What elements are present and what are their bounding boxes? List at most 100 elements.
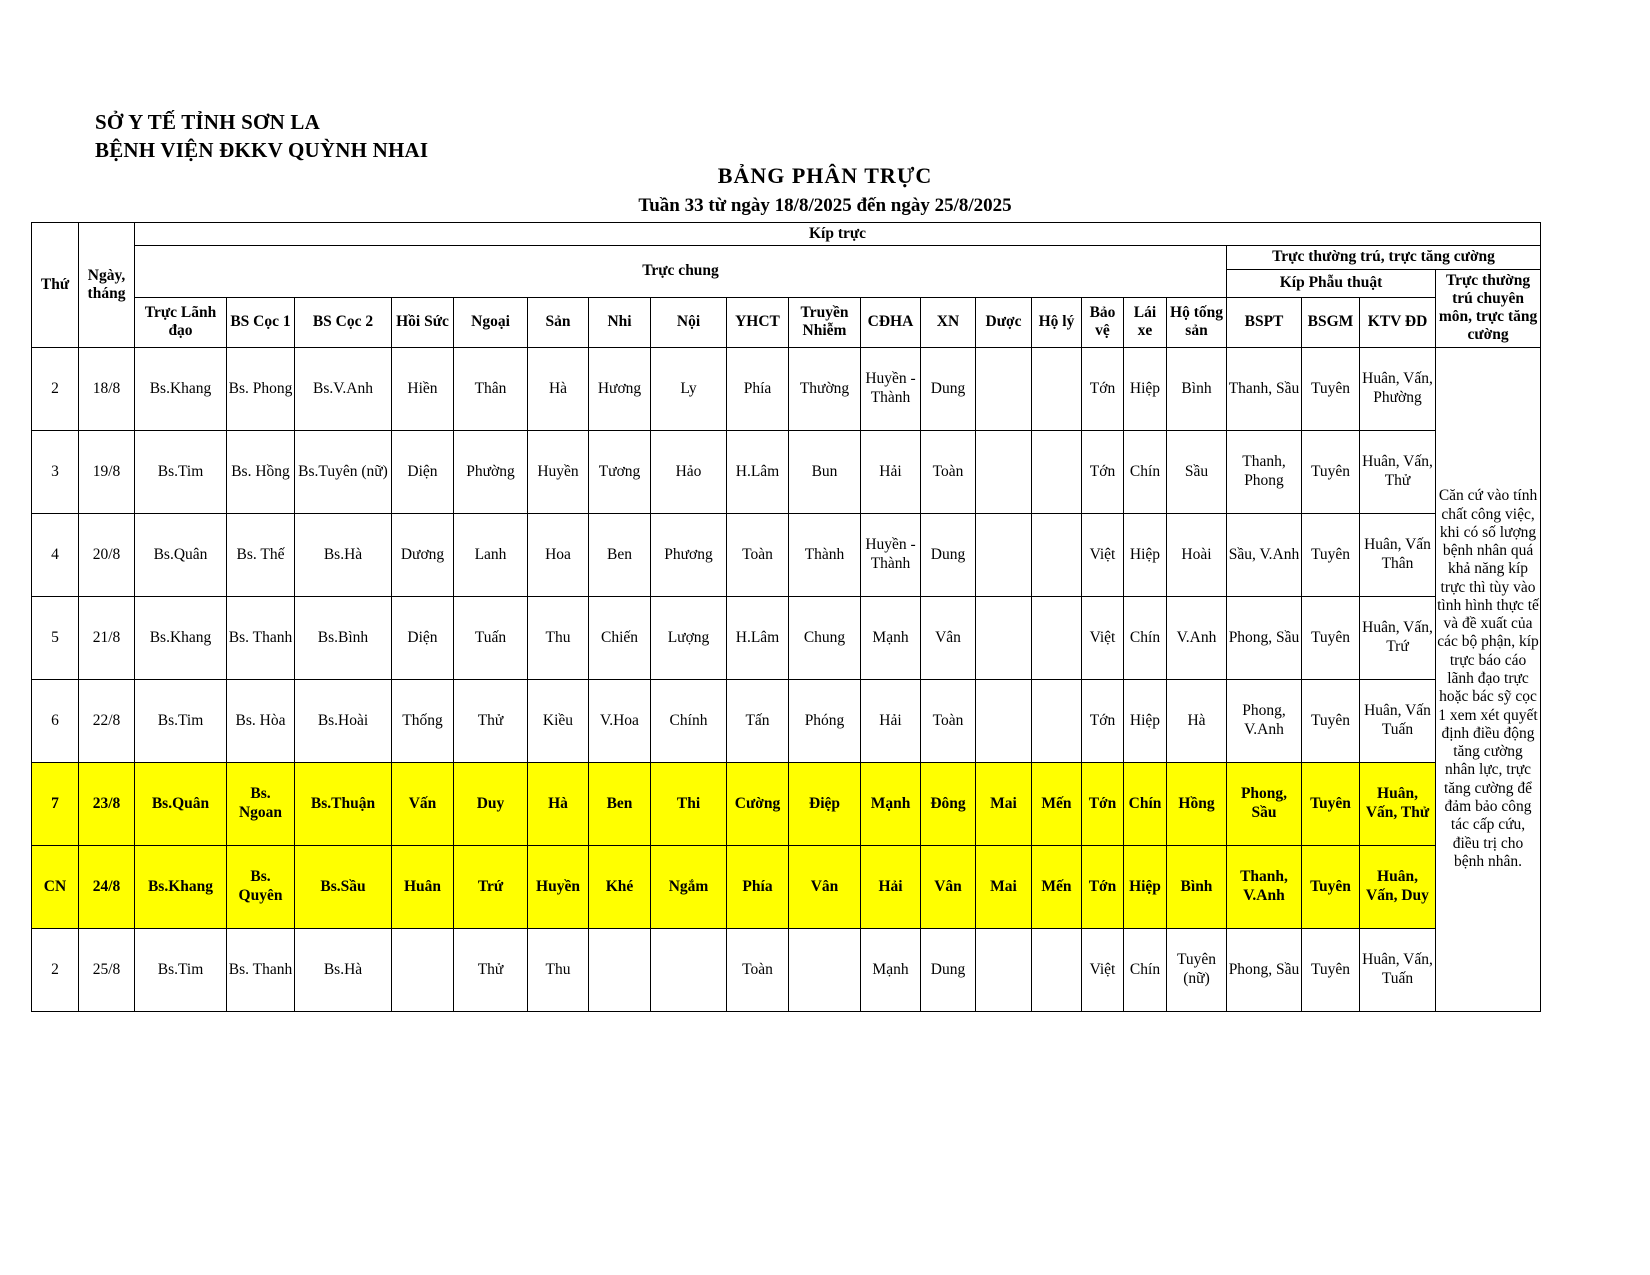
cell-xn: Toàn — [920, 678, 976, 763]
cell-bspt: Thanh, V.Anh — [1226, 844, 1302, 929]
cell-nhi: Tương — [588, 429, 651, 514]
cell-bspt: Phong, V.Anh — [1226, 678, 1302, 763]
cell-truc-lanh-dao: Bs.Quân — [134, 761, 227, 846]
cell-ngoai: Duy — [453, 761, 528, 846]
cell-yhct: Toàn — [726, 927, 789, 1012]
cell-ho-tong-san: Sầu — [1166, 429, 1227, 514]
cell-nhi: Chiến — [588, 595, 651, 680]
cell-bs-coc-2: Bs.Hà — [294, 927, 392, 1012]
cell-duoc — [975, 678, 1032, 763]
cell-bao-ve: Tớn — [1081, 346, 1124, 431]
cell-xn: Toàn — [920, 429, 976, 514]
cell-bao-ve: Việt — [1081, 927, 1124, 1012]
cell-hoi-suc: Dương — [391, 512, 454, 597]
col-header-truc-thuong-tru-chuyen-mon: Trực thường trú chuyên môn, trực tăng cư… — [1434, 268, 1542, 348]
duty-table-container: Thứ Ngày, tháng Kíp trực Trực chung Trực… — [31, 221, 1542, 1012]
cell-bspt: Phong, Sầu — [1226, 927, 1302, 1012]
cell-truyen-nhiem: Bun — [788, 429, 861, 514]
cell-bsgm: Tuyên — [1301, 678, 1360, 763]
cell-san: Kiều — [527, 678, 589, 763]
cell-bsgm: Tuyên — [1301, 844, 1360, 929]
cell-san: Huyền — [527, 429, 589, 514]
col-header-lai-xe: Lái xe — [1123, 296, 1167, 348]
cell-bs-coc-2: Bs.Hà — [294, 512, 392, 597]
cell-ngay-thang: 23/8 — [78, 761, 135, 846]
table-row: 6 22/8 Bs.Tim Bs. Hòa Bs.Hoài Thống Thử Kiều V.H… — [31, 678, 1541, 763]
col-header-truc-lanh-dao: Trực Lãnh đạo — [134, 296, 227, 348]
cell-noi: Ngắm — [650, 844, 727, 929]
col-header-cdha: CĐHA — [860, 296, 921, 348]
cell-bs-coc-2: Bs.Bình — [294, 595, 392, 680]
cell-bs-coc-1: Bs. Ngoan — [226, 761, 295, 846]
table-row: 2 18/8 Bs.Khang Bs. Phong Bs.V.Anh Hiền Thân Hà… — [31, 346, 1542, 1012]
cell-cdha: Mạnh — [860, 927, 921, 1012]
cell-yhct: H.Lâm — [726, 429, 789, 514]
table-row: CN 24/8 Bs.Khang Bs. Quyên Bs.Sầu Huân Trứ Huyề… — [31, 844, 1541, 929]
cell-ktv-dd: Huân, Vấn, Duy — [1359, 844, 1436, 929]
cell-lai-xe: Hiệp — [1123, 678, 1167, 763]
col-header-ho-ly: Hộ lý — [1031, 296, 1082, 348]
cell-san: Thu — [527, 927, 589, 1012]
cell-thu: 5 — [31, 595, 79, 680]
col-header-bspt: BSPT — [1226, 296, 1302, 348]
cell-ktv-dd: Huân, Vấn Tuấn — [1359, 678, 1436, 763]
cell-bs-coc-1: Bs. Phong — [226, 346, 295, 431]
cell-cdha: Huyền - Thành — [860, 512, 921, 597]
col-header-hoi-suc: Hồi Sức — [391, 296, 454, 348]
col-header-truyen-nhiem: Truyền Nhiễm — [788, 296, 861, 348]
cell-cdha: Huyền - Thành — [860, 346, 921, 431]
cell-bspt: Sầu, V.Anh — [1226, 512, 1302, 597]
cell-bao-ve: Tớn — [1081, 429, 1124, 514]
cell-duoc — [975, 429, 1032, 514]
cell-xn: Vân — [920, 595, 976, 680]
cell-ngoai: Thử — [453, 678, 528, 763]
cell-bspt: Phong, Sầu — [1226, 761, 1302, 846]
cell-duoc — [975, 512, 1032, 597]
cell-xn: Dung — [920, 346, 976, 431]
cell-lai-xe: Chín — [1123, 595, 1167, 680]
cell-ngoai: Lanh — [453, 512, 528, 597]
cell-ktv-dd: Huân, Vấn, Thử — [1359, 429, 1436, 514]
cell-bs-coc-2: Bs.Hoài — [294, 678, 392, 763]
cell-bspt: Thanh, Phong — [1226, 429, 1302, 514]
cell-bsgm: Tuyên — [1301, 346, 1360, 431]
cell-bs-coc-1: Bs. Quyên — [226, 844, 295, 929]
cell-truc-lanh-dao: Bs.Tim — [134, 927, 227, 1012]
cell-bs-coc-1: Bs. Thanh — [226, 927, 295, 1012]
cell-bs-coc-1: Bs. Thế — [226, 512, 295, 597]
col-header-ho-tong-san: Hộ tống sản — [1166, 296, 1227, 348]
group-header-truc-thuong-tru: Trực thường trú, trực tăng cường — [1225, 245, 1542, 270]
col-header-thu: Thứ — [31, 222, 79, 348]
table-row: 3 19/8 Bs.Tim Bs. Hồng Bs.Tuyên (nữ) Diện Phườ… — [31, 429, 1541, 514]
cell-ktv-dd: Huân, Vấn, Tuấn — [1359, 927, 1436, 1012]
cell-ho-ly — [1031, 429, 1082, 514]
cell-ngoai: Trứ — [453, 844, 528, 929]
cell-bs-coc-2: Bs.Thuận — [294, 761, 392, 846]
cell-truc-lanh-dao: Bs.Khang — [134, 844, 227, 929]
cell-thu: CN — [31, 844, 79, 929]
cell-bs-coc-2: Bs.Sầu — [294, 844, 392, 929]
cell-hoi-suc: Vấn — [391, 761, 454, 846]
cell-ho-tong-san: Hoài — [1166, 512, 1227, 597]
cell-thu: 2 — [31, 927, 79, 1012]
cell-bao-ve: Việt — [1081, 512, 1124, 597]
cell-nhi — [588, 927, 651, 1012]
cell-ngay-thang: 18/8 — [78, 346, 135, 431]
header-row-group-2: Trực chung Trực thường trú, trực tăng cư… — [32, 245, 1542, 298]
table-row: 4 20/8 Bs.Quân Bs. Thế Bs.Hà Dương Lanh Hoa Ben P… — [31, 512, 1541, 597]
table-row: 5 21/8 Bs.Khang Bs. Thanh Bs.Bình Diện Tuấn Thu… — [31, 595, 1541, 680]
cell-ngoai: Thân — [453, 346, 528, 431]
header-row-columns: Trực Lãnh đạo BS Cọc 1 BS Cọc 2 Hồi Sức … — [32, 296, 1541, 348]
col-header-ngay-thang: Ngày, tháng — [78, 222, 135, 348]
cell-ho-tong-san: V.Anh — [1166, 595, 1227, 680]
cell-yhct: Toàn — [726, 512, 789, 597]
cell-ho-ly — [1031, 346, 1082, 431]
cell-yhct: Cường — [726, 761, 789, 846]
cell-truyen-nhiem: Vân — [788, 844, 861, 929]
cell-nhi: Ben — [588, 512, 651, 597]
header-row-group-1: Thứ Ngày, tháng Kíp trực — [31, 221, 1542, 348]
col-header-san: Sản — [527, 296, 589, 348]
cell-cdha: Hải — [860, 844, 921, 929]
cell-ngay-thang: 24/8 — [78, 844, 135, 929]
cell-truc-lanh-dao: Bs.Tim — [134, 429, 227, 514]
